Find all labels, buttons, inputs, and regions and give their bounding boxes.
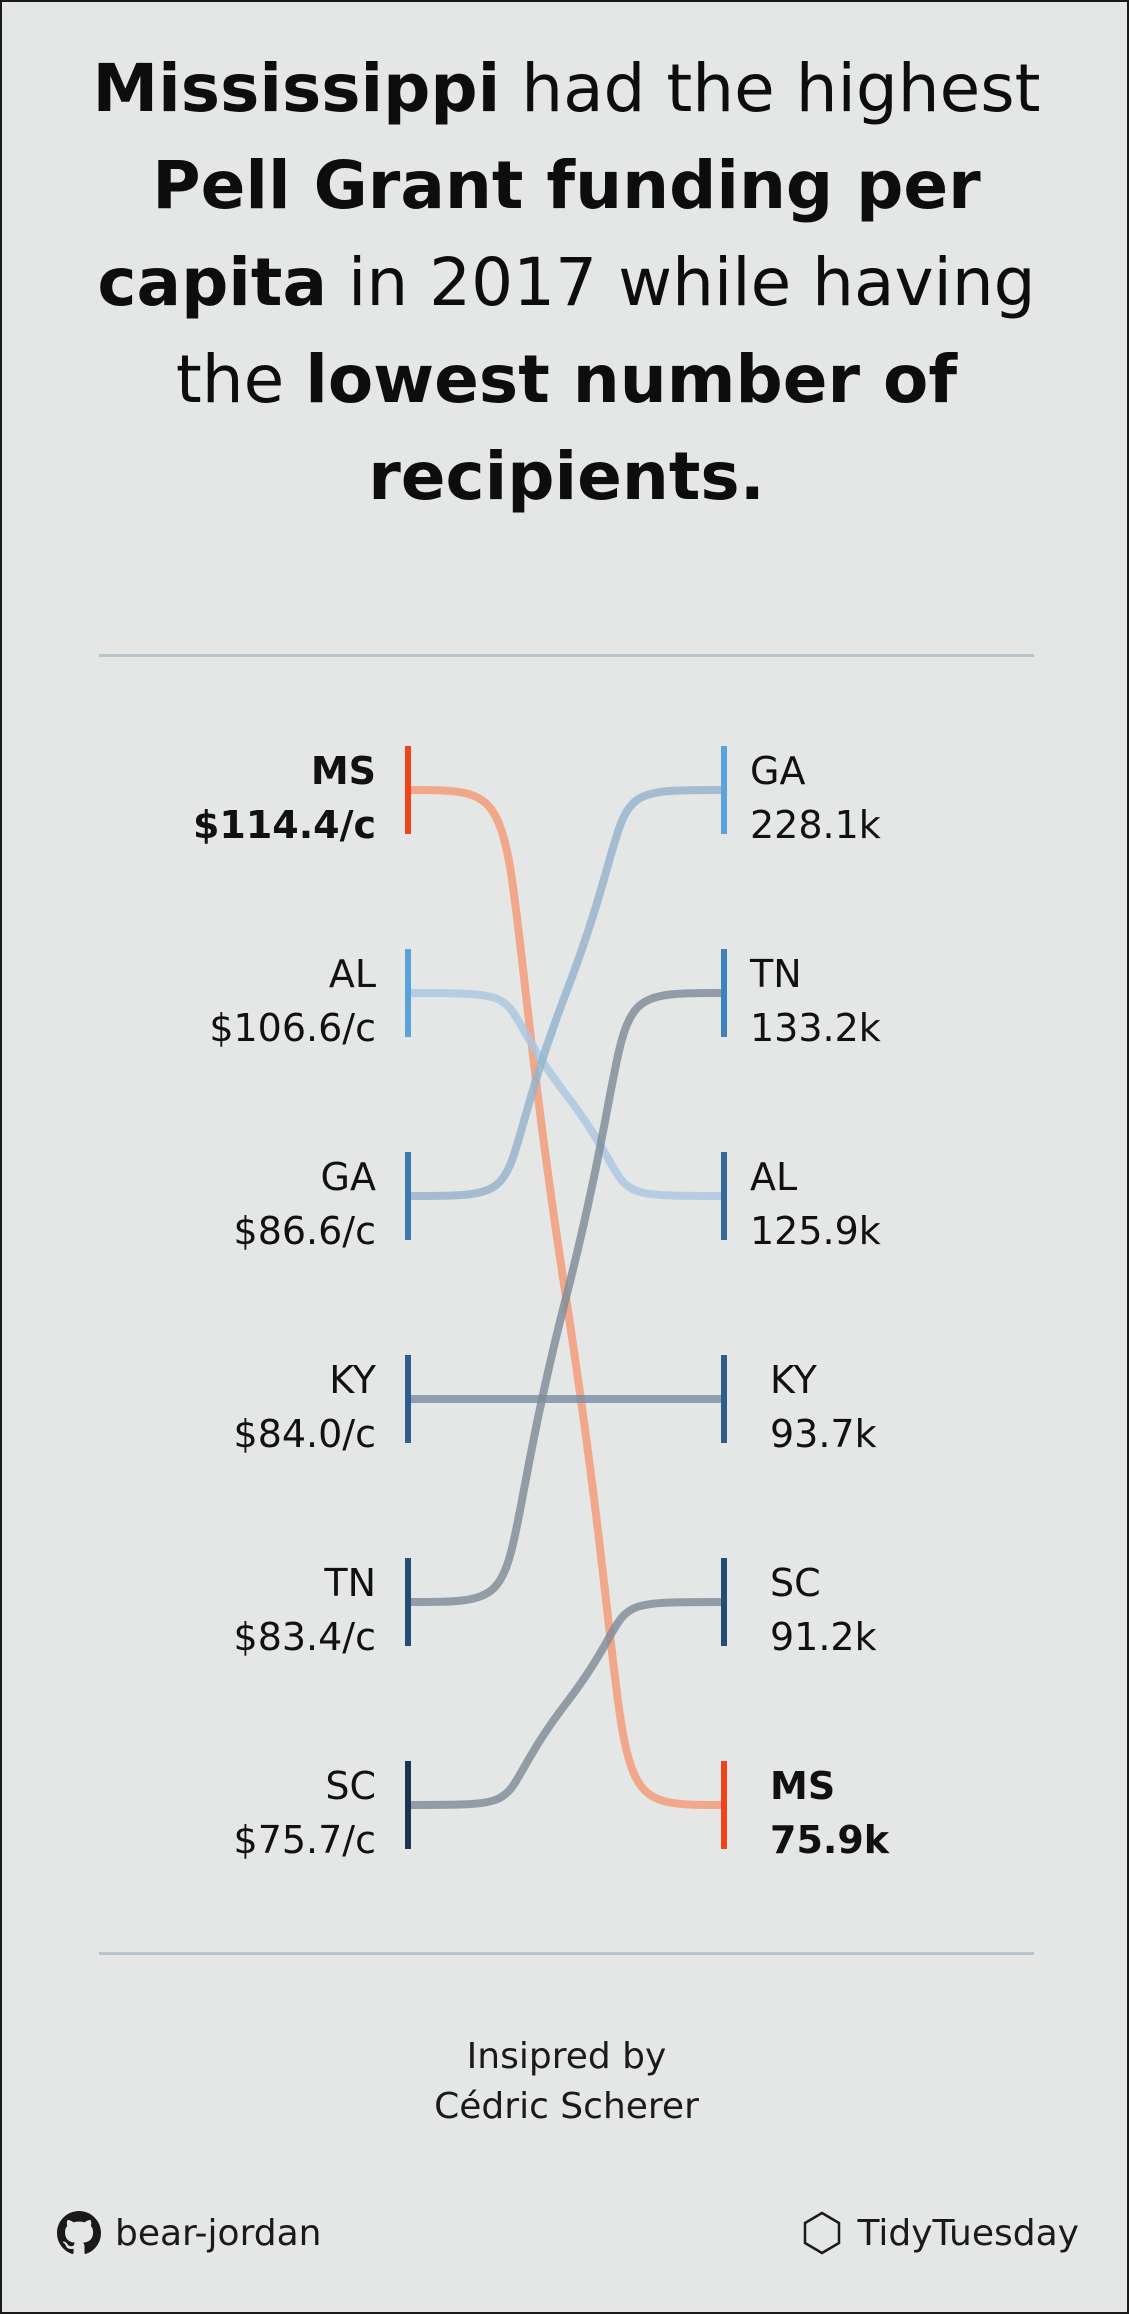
bottom-divider bbox=[99, 1952, 1034, 1955]
page-title: Mississippi had the highest Pell Grant f… bbox=[62, 40, 1071, 525]
github-handle: bear-jordan bbox=[115, 2212, 322, 2254]
title-part-3: in 2017 while having the bbox=[175, 244, 1036, 419]
link-tn bbox=[409, 989, 723, 1606]
top-divider bbox=[99, 654, 1034, 657]
github-credit[interactable]: bear-jordan bbox=[57, 2205, 321, 2261]
credit-text: Insipred by Cédric Scherer bbox=[2, 2032, 1129, 2132]
right-state-label: GA bbox=[750, 749, 805, 793]
title-part-4: lowest number of recipients. bbox=[305, 341, 958, 516]
left-value-label: $114.4/c bbox=[193, 803, 376, 847]
project-name: TidyTuesday bbox=[857, 2212, 1079, 2254]
left-state-label: GA bbox=[321, 1155, 376, 1199]
left-state-label: SC bbox=[325, 1764, 376, 1808]
github-icon bbox=[57, 2211, 101, 2255]
left-state-label: KY bbox=[329, 1358, 377, 1402]
tidytuesday-credit[interactable]: TidyTuesday bbox=[801, 2205, 1079, 2261]
left-state-label: TN bbox=[323, 1561, 376, 1605]
link-ga bbox=[409, 786, 723, 1200]
slope-chart: MS $114.4/c AL $106.6/c GA $86.6/c KY $84.0/c TN… bbox=[193, 746, 890, 1862]
right-value-label: 75.9k bbox=[770, 1818, 890, 1862]
right-value-label: 133.2k bbox=[750, 1006, 881, 1050]
credit-line-2: Cédric Scherer bbox=[434, 2086, 699, 2127]
left-value-label: $84.0/c bbox=[234, 1412, 376, 1456]
title-part-1: had the highest bbox=[500, 50, 1041, 127]
right-state-label: KY bbox=[770, 1358, 818, 1402]
right-value-label: 93.7k bbox=[770, 1412, 877, 1456]
right-state-label: MS bbox=[770, 1764, 835, 1808]
link-al bbox=[409, 989, 723, 1200]
credit-line-1: Insipred by bbox=[466, 2036, 667, 2077]
left-value-label: $83.4/c bbox=[234, 1615, 376, 1659]
left-value-label: $75.7/c bbox=[234, 1818, 376, 1862]
title-part-2: Pell Grant funding per capita bbox=[97, 147, 981, 322]
right-value-label: 125.9k bbox=[750, 1209, 881, 1253]
right-state-label: TN bbox=[749, 952, 802, 996]
right-column: GA 228.1k TN 133.2k AL 125.9k KY 93.7k SC 91.2k MS… bbox=[721, 746, 890, 1862]
links bbox=[409, 786, 723, 1809]
title-part-0: Mississippi bbox=[92, 50, 501, 127]
left-state-label: AL bbox=[329, 952, 376, 996]
left-value-label: $106.6/c bbox=[209, 1006, 376, 1050]
right-state-label: SC bbox=[770, 1561, 821, 1605]
left-column: MS $114.4/c AL $106.6/c GA $86.6/c KY $84.0/c TN… bbox=[193, 746, 411, 1862]
right-value-label: 228.1k bbox=[750, 803, 881, 847]
right-state-label: AL bbox=[750, 1155, 797, 1199]
left-value-label: $86.6/c bbox=[234, 1209, 376, 1253]
left-state-label: MS bbox=[311, 749, 376, 793]
link-sc bbox=[409, 1598, 723, 1809]
hexagon-icon bbox=[801, 2210, 843, 2256]
right-value-label: 91.2k bbox=[770, 1615, 877, 1659]
